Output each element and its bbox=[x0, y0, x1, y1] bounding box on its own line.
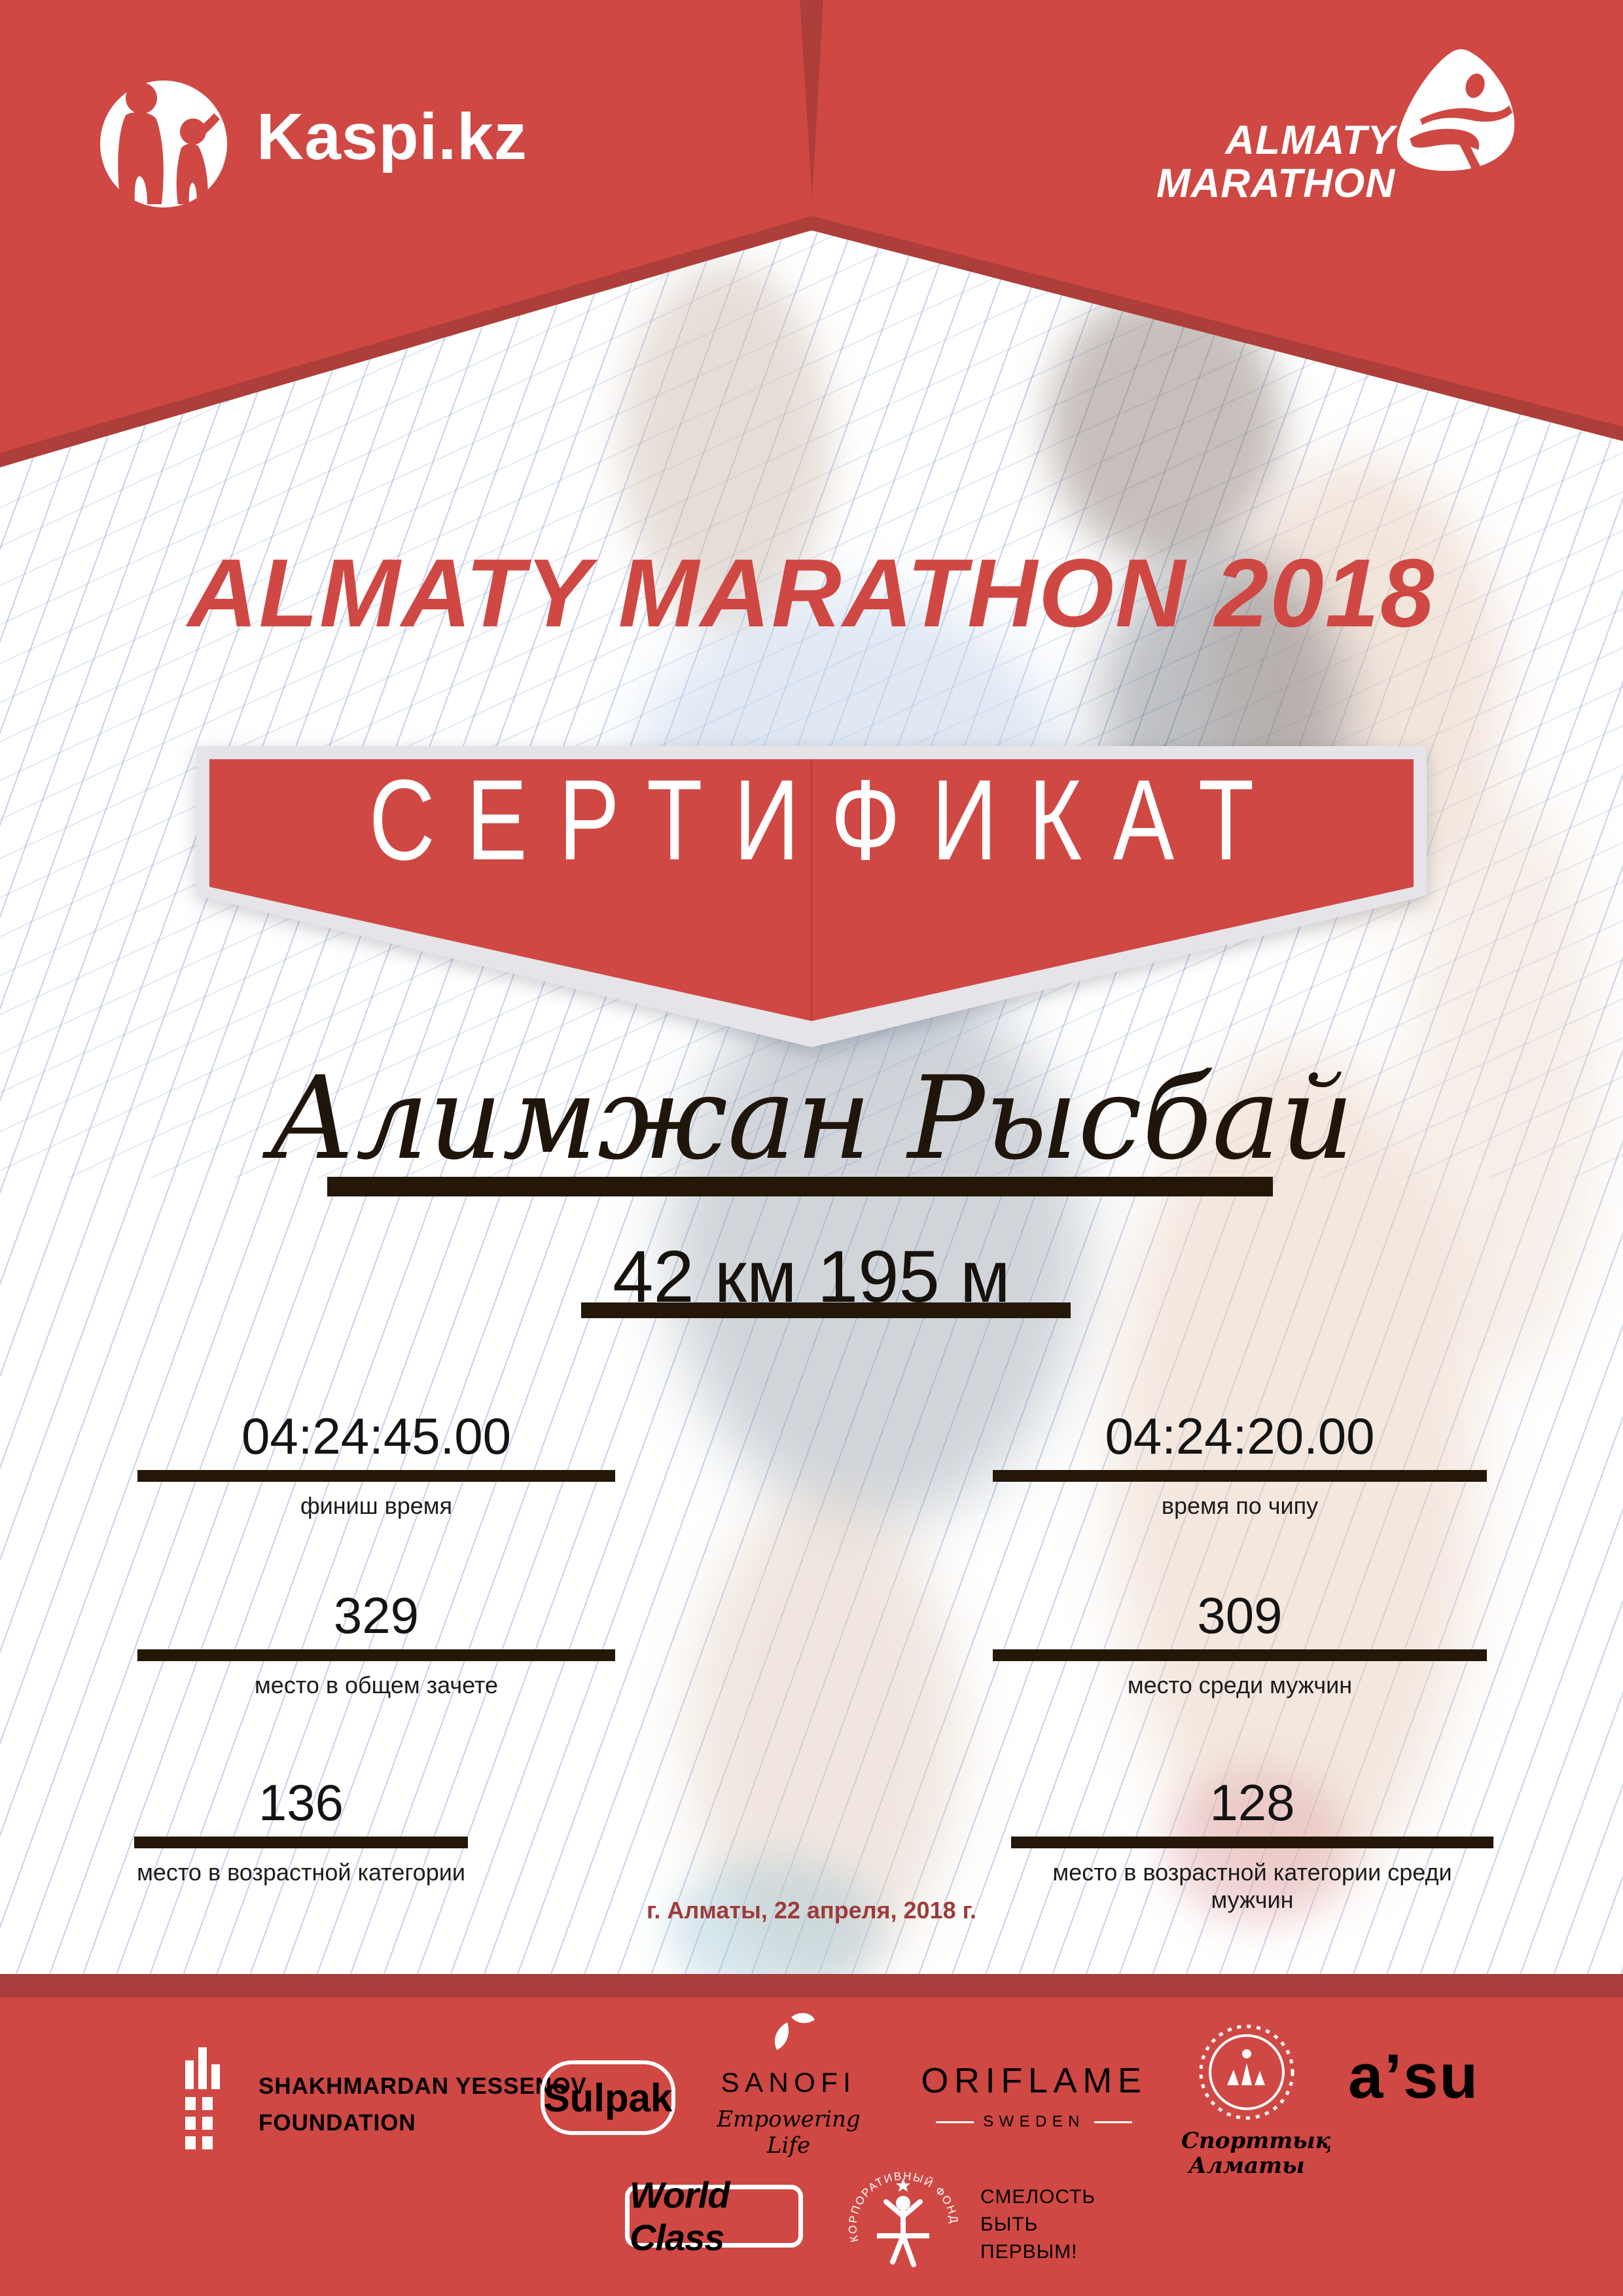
kaspi-logo-icon bbox=[100, 81, 227, 207]
distance-underline bbox=[581, 1302, 1071, 1318]
certificate-ribbon bbox=[196, 746, 1427, 1047]
yessenov-foundation-label: SHAKHMARDAN YESSENOV FOUNDATION bbox=[259, 2068, 587, 2142]
stat-label: место в возрастной категории среди мужчи… bbox=[1052, 1859, 1452, 1913]
photo-shape bbox=[668, 969, 1086, 1525]
almaty-logo-line2: MARATHON bbox=[1156, 161, 1395, 206]
stat-underline bbox=[134, 1837, 468, 1848]
almaty-marathon-logo-text: ALMATY MARATHON bbox=[1113, 119, 1395, 206]
yessenov-foundation-icon bbox=[185, 2047, 220, 2149]
stat-overall-place: 329 место в общем зачете bbox=[137, 1572, 615, 1699]
stat-chip-time: 04:24:20.00 время по чипу bbox=[993, 1393, 1487, 1520]
certificate-heading: СЕРТИФИКАТ bbox=[0, 755, 1623, 884]
sponsor-footer bbox=[0, 1998, 1623, 2296]
event-title: ALMATY MARATHON 2018 bbox=[187, 539, 1436, 647]
stat-label: место в возрастной категории bbox=[137, 1859, 465, 1886]
stat-value: 04:24:45.00 bbox=[241, 1407, 512, 1465]
kaspi-logo-text: Kaspi.kz bbox=[257, 100, 527, 173]
banner-crease bbox=[800, 0, 823, 198]
stat-underline bbox=[993, 1470, 1487, 1482]
stat-label: место среди мужчин bbox=[1127, 1672, 1353, 1698]
stat-value: 04:24:20.00 bbox=[1105, 1407, 1375, 1465]
dash-right bbox=[1094, 2121, 1132, 2123]
stat-value: 309 bbox=[1197, 1587, 1283, 1644]
footer-accent-strip bbox=[0, 1974, 1623, 1998]
stat-label: финиш время bbox=[300, 1492, 452, 1519]
stat-underline bbox=[137, 1470, 615, 1482]
sport-almaty-line2: Алматы bbox=[1188, 2153, 1305, 2179]
almaty-marathon-logo-icon bbox=[1397, 49, 1515, 171]
stat-underline bbox=[137, 1649, 615, 1661]
yessenov-line1: SHAKHMARDAN YESSENOV bbox=[259, 2073, 587, 2099]
sanofi-bird-icon bbox=[774, 2013, 815, 2050]
sulpak-logo: Sulpak bbox=[541, 2060, 675, 2135]
corporate-fund-icon: КОРПОРАТИВНЫЙ ФОНД bbox=[846, 2170, 959, 2267]
corporate-fund-slogan: СМЕЛОСТЬ БЫТЬ ПЕРВЫМ! bbox=[980, 2183, 1096, 2266]
stat-value: 136 bbox=[258, 1774, 344, 1831]
date-location: г. Алматы, 22 апреля, 2018 г. bbox=[647, 1897, 976, 1924]
participant-name: Алимжан Рысбай bbox=[268, 1052, 1355, 1185]
asu-logo: aʼsu bbox=[1348, 2041, 1480, 2111]
stat-label: место в общем зачете bbox=[254, 1672, 499, 1698]
oriflame-sweden-text: SWEDEN bbox=[983, 2113, 1085, 2130]
stat-men-place: 309 место среди мужчин bbox=[993, 1572, 1487, 1699]
sanofi-logo: SANOFI bbox=[721, 2067, 857, 2098]
stat-finish-time: 04:24:45.00 финиш время bbox=[137, 1393, 615, 1520]
fond-line1: СМЕЛОСТЬ bbox=[980, 2186, 1096, 2208]
sport-almaty-label: Спорттық Алматы bbox=[1181, 2128, 1331, 2179]
yessenov-line2: FOUNDATION bbox=[259, 2110, 416, 2136]
sport-almaty-line1: Спорттық bbox=[1181, 2128, 1331, 2154]
stat-age-category-place: 136 место в возрастной категории bbox=[134, 1759, 468, 1886]
sport-almaty-emblem-icon bbox=[1199, 2024, 1294, 2120]
stat-value: 329 bbox=[333, 1587, 419, 1644]
certificate-heading-text: СЕРТИФИКАТ bbox=[368, 755, 1285, 884]
stat-underline bbox=[1011, 1837, 1493, 1848]
sanofi-tagline: Empowering Life bbox=[717, 2106, 861, 2159]
stat-underline bbox=[993, 1649, 1487, 1661]
fond-line3: ПЕРВЫМ! bbox=[980, 2241, 1078, 2263]
oriflame-sweden-label: SWEDEN bbox=[910, 2113, 1158, 2131]
photo-shape bbox=[622, 262, 831, 628]
stat-value: 128 bbox=[1209, 1774, 1295, 1831]
world-class-logo: World Class bbox=[625, 2174, 803, 2258]
almaty-logo-line1: ALMATY bbox=[1225, 118, 1395, 163]
fond-line2: БЫТЬ bbox=[980, 2214, 1039, 2235]
photo-shape bbox=[1407, 785, 1603, 1374]
photo-shape bbox=[687, 1492, 962, 1977]
name-underline bbox=[327, 1177, 1273, 1196]
stat-age-category-men-place: 128 место в возрастной категории среди м… bbox=[1011, 1759, 1493, 1914]
dash-left bbox=[936, 2121, 974, 2123]
stat-label: время по чипу bbox=[1161, 1492, 1319, 1519]
header-banner bbox=[0, 0, 1623, 467]
oriflame-logo: ORIFLAME bbox=[921, 2061, 1147, 2100]
